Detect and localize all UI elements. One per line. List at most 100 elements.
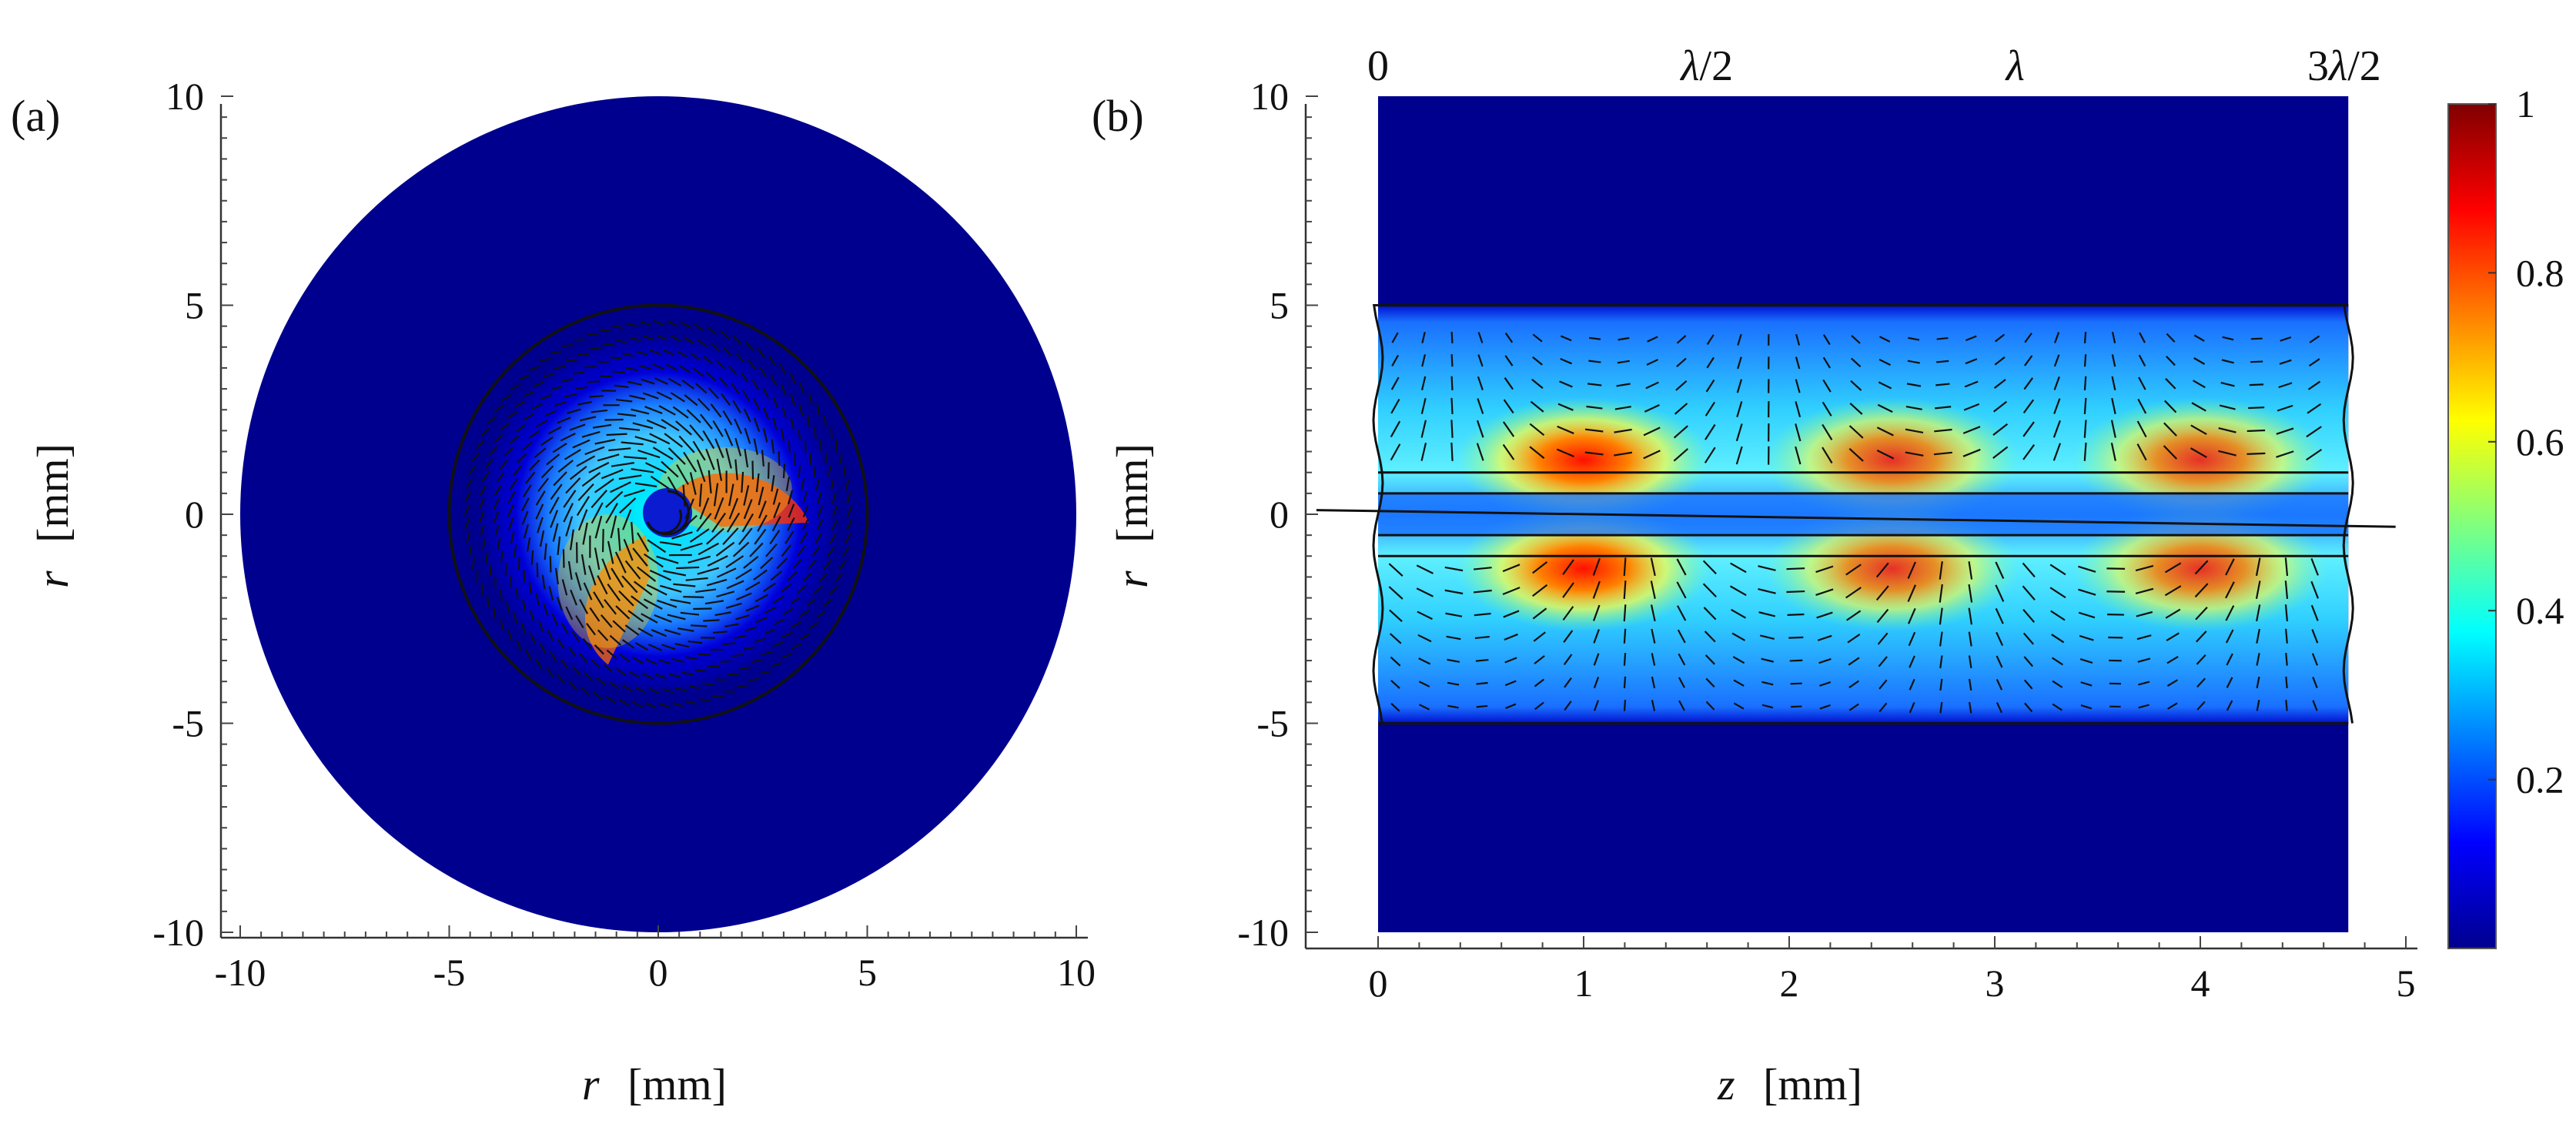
panel-a-arrow [698, 542, 720, 556]
panel-a-arrow [577, 509, 588, 531]
panel-a-arrow [568, 681, 577, 691]
panel-a-arrow [535, 593, 540, 606]
panel-b-arrow [2083, 376, 2087, 391]
panel-b-arrow [2079, 634, 2094, 641]
panel-b-arrow [1446, 635, 1461, 641]
panel-a-arrow [717, 567, 737, 578]
panel-b-arrow [2054, 332, 2060, 343]
panel-a-arrow [661, 419, 680, 432]
panel-a-arrow [802, 491, 808, 504]
panel-a-arrow [550, 510, 559, 528]
panel-a-arrow [540, 393, 553, 400]
panel-b-arrow [2111, 397, 2116, 415]
panel-b-arrow [1502, 564, 1521, 573]
panel-b-arrow [1623, 653, 1627, 666]
panel-b-arrow [1444, 566, 1464, 572]
panel-b-arrow [2312, 677, 2318, 688]
panel-a-arrow [600, 614, 613, 628]
colorbar-tick-label: 0.6 [2516, 420, 2564, 463]
panel-b-arrow [1968, 561, 1973, 580]
panel-a-arrow [716, 360, 726, 370]
panel-a-arrow [605, 490, 624, 508]
panel-a-arrow [711, 694, 724, 697]
panel-a-arrow [816, 403, 821, 416]
panel-b-xtick-label: 3 [1986, 962, 2005, 1005]
panel-a-arrow [761, 651, 774, 656]
panel-a-arrow [649, 570, 672, 581]
panel-a-arrow [706, 578, 728, 587]
panel-a-arrow [656, 391, 672, 400]
panel-a-arrow [580, 554, 587, 575]
panel-b-arrow [1616, 383, 1631, 387]
panel-b-arrow [2023, 656, 2034, 667]
panel-a-arrow [632, 656, 644, 665]
panel-b-arrow [2277, 404, 2293, 412]
panel-a-arrow [629, 394, 646, 400]
panel-a-arrow [760, 557, 774, 570]
panel-a-arrow [661, 460, 679, 478]
panel-a-arrow [577, 353, 590, 356]
panel-a-arrow [699, 413, 713, 430]
panel-a-arrow [712, 631, 728, 634]
panel-a-arrow [642, 672, 654, 680]
panel-a-arrow [718, 376, 728, 387]
panel-a-arrow [720, 393, 731, 406]
panel-a-arrow [523, 390, 535, 397]
panel-b-arrow [1995, 607, 2004, 624]
panel-a-arrow [506, 601, 510, 613]
panel-a-arrow [742, 390, 751, 402]
panel-b-arrow [2311, 629, 2319, 644]
panel-a-arrow [711, 512, 727, 533]
panel-a-arrow [694, 383, 708, 394]
panel-a-arrow [677, 627, 694, 632]
panel-a-arrow [803, 572, 813, 582]
panel-b-arrow [1593, 677, 1600, 688]
panel-b-arrow [1906, 383, 1922, 387]
panel-a-arrow [500, 618, 504, 631]
panel-a-arrow [485, 551, 489, 564]
panel-a-arrow [781, 544, 792, 557]
panel-b-arrow [2022, 562, 2036, 578]
panel-a-arrow [478, 511, 485, 523]
panel-b-ytick-label: 10 [1250, 75, 1289, 118]
panel-b-hotspot [1456, 506, 1711, 632]
panel-a-arrow [801, 518, 809, 531]
panel-b-arrow [1737, 333, 1742, 346]
panel-a-arrow [589, 394, 604, 398]
panel-a-arrow [594, 478, 614, 493]
panel-a-arrow [493, 498, 500, 510]
panel-b-arrow [1475, 658, 1489, 662]
panel-b-arrow [2111, 354, 2116, 367]
panel-a-arrow [753, 438, 758, 455]
panel-a-arrow [556, 596, 564, 611]
panel-a-arrow [548, 586, 554, 600]
panel-a-arrow [722, 527, 739, 546]
panel-a-arrow [548, 426, 562, 435]
panel-a-arrow [672, 702, 684, 707]
panel-a-arrow [787, 571, 798, 581]
panel-b-arrow [1786, 590, 1805, 594]
panel-a-xtick-label: -5 [433, 951, 466, 994]
panel-b-arrow [2191, 402, 2206, 412]
panel-a-arrow [615, 605, 631, 620]
panel-a-arrow [762, 387, 770, 399]
panel-b-arrow [1846, 610, 1862, 621]
panel-b-arrow [1907, 607, 1916, 624]
panel-a-arrow [632, 547, 648, 567]
panel-a-arrow [504, 564, 507, 576]
panel-a-arrow [642, 392, 659, 400]
panel-b-arrow [2190, 424, 2207, 436]
panel-a-arrow [610, 356, 622, 360]
panel-a-arrow [735, 568, 753, 580]
panel-b-arrow [1592, 580, 1601, 599]
panel-a-arrow [541, 574, 546, 590]
panel-b-arrow [1823, 334, 1831, 346]
panel-a-arrow [658, 702, 671, 708]
panel-b-arrow [1819, 704, 1831, 710]
panel-b-arrow [1758, 565, 1776, 571]
panel-b-arrow [2279, 359, 2292, 365]
panel-a-arrow [601, 469, 624, 480]
panel-b-arrow [2285, 628, 2288, 644]
panel-b-arrow [1878, 679, 1888, 690]
panel-a-arrow [521, 441, 533, 451]
